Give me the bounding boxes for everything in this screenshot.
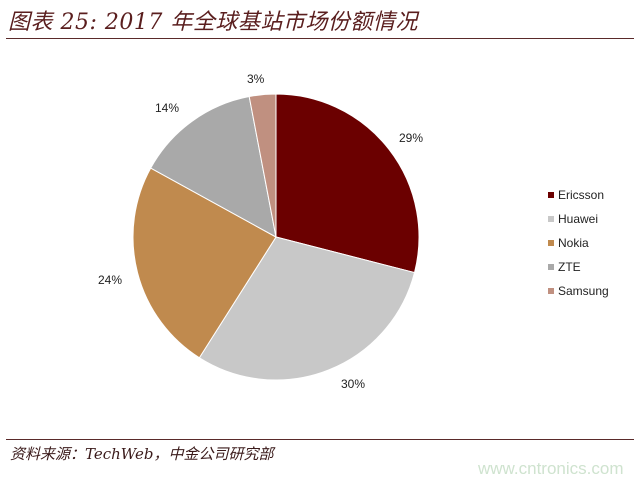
title-divider bbox=[6, 38, 634, 39]
legend: Ericsson Huawei Nokia ZTE Samsung bbox=[548, 183, 609, 303]
legend-item-nokia: Nokia bbox=[548, 231, 609, 255]
swatch-icon bbox=[548, 264, 554, 270]
swatch-icon bbox=[548, 216, 554, 222]
swatch-icon bbox=[548, 240, 554, 246]
label-nokia: 24% bbox=[98, 273, 123, 287]
swatch-icon bbox=[548, 192, 554, 198]
swatch-icon bbox=[548, 288, 554, 294]
legend-item-ericsson: Ericsson bbox=[548, 183, 609, 207]
slice-zte bbox=[150, 95, 277, 238]
legend-item-zte: ZTE bbox=[548, 255, 609, 279]
legend-item-huawei: Huawei bbox=[548, 207, 609, 231]
label-ericsson: 29% bbox=[399, 131, 424, 145]
slice-huawei bbox=[198, 236, 416, 381]
source-note: 资料来源：TechWeb，中金公司研究部 bbox=[10, 445, 274, 463]
slice-ericsson bbox=[275, 93, 420, 274]
pie-slices bbox=[132, 93, 420, 381]
footer-divider bbox=[6, 439, 634, 440]
label-samsung: 3% bbox=[247, 72, 265, 86]
slice-samsung bbox=[248, 93, 277, 238]
label-zte: 14% bbox=[155, 101, 180, 115]
pie-chart bbox=[132, 93, 420, 381]
label-huawei: 30% bbox=[341, 377, 366, 391]
legend-item-samsung: Samsung bbox=[548, 279, 609, 303]
watermark: www.cntronics.com bbox=[478, 459, 624, 478]
slice-nokia bbox=[132, 167, 277, 359]
chart-title: 图表 25: 2017 年全球基站市场份额情况 bbox=[8, 10, 418, 35]
